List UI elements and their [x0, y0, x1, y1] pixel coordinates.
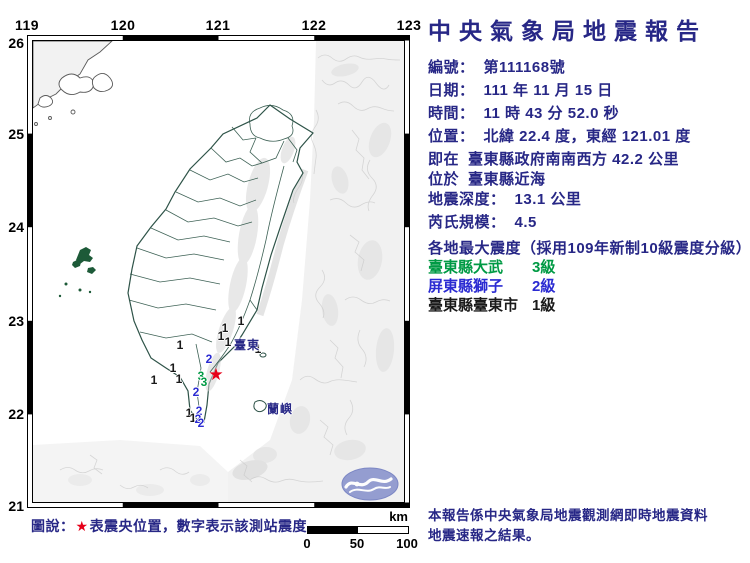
report-field-row: 芮氏規模： 4.5 — [428, 212, 746, 235]
field-value: 第111168號 — [483, 59, 566, 76]
x-axis-tick-label: 119 — [14, 17, 40, 33]
field-value: 4.5 — [514, 214, 537, 231]
station-intensity-marker: 1 — [217, 329, 225, 343]
mountain-shading — [205, 136, 296, 392]
station-intensity-marker: 1 — [175, 372, 183, 386]
intensity-row: 臺東縣臺東市 1級 — [428, 297, 728, 316]
legend-text: 表震央位置，數字表示該測站震度 — [89, 518, 308, 534]
field-label: 編號： — [428, 59, 475, 76]
field-value: 北緯 22.4 度，東經 121.01 度 — [483, 128, 691, 145]
note-line-2: 地震速報之結果。 — [428, 528, 540, 543]
station-intensity-marker: 2 — [197, 416, 205, 430]
scale-bar-filled — [308, 527, 358, 533]
seafloor-shading — [38, 42, 395, 496]
field-value: 臺東縣政府南南西方 42.2 公里 — [468, 151, 680, 168]
report-field-row: 位於 臺東縣近海 — [428, 169, 746, 189]
station-intensity-marker: 1 — [169, 361, 177, 375]
mainland-coast — [33, 41, 113, 126]
place-label: 臺東 — [234, 338, 261, 352]
y-axis-tick-label: 24 — [8, 219, 24, 235]
field-label: 日期： — [428, 82, 475, 99]
pacific-bathymetry — [228, 41, 404, 502]
station-intensity-marker: 1 — [150, 373, 158, 387]
intensity-location: 臺東縣大武 — [428, 259, 504, 276]
field-value: 13.1 公里 — [514, 191, 582, 208]
intensity-row: 臺東縣大武 3級 — [428, 259, 728, 278]
intensity-value: 1級 — [532, 297, 556, 314]
x-axis-tick-label: 123 — [396, 17, 422, 33]
station-intensity-marker: 1 — [221, 321, 229, 335]
taiwan-map — [27, 35, 410, 508]
y-axis-tick-label: 23 — [8, 313, 24, 329]
field-label: 芮氏規模： — [428, 214, 506, 231]
intensity-value: 3級 — [532, 259, 556, 276]
offshore-slope — [256, 168, 309, 317]
map-panel: 119 120 121 122 123 26 25 24 23 22 21 1 1 1 1 1 1 1 1 1 1 1 2 2… — [8, 17, 422, 551]
note-line-1: 本報告係中央氣象局地震觀測網即時地震資料 — [428, 508, 708, 523]
report-note: 本報告係中央氣象局地震觀測網即時地震資料 地震速報之結果。 — [428, 506, 708, 546]
max-intensity-heading: 各地最大震度（採用109年新制10級震度分級） — [428, 240, 750, 257]
page-title: 中央氣象局地震報告 — [428, 18, 707, 44]
map-legend: 圖說：★表震央位置，數字表示該測站震度 — [31, 516, 307, 536]
report-fields: 編號： 第111168號 日期： 111 年 11 月 15 日時間： 11 時 43 … — [428, 57, 746, 235]
field-value: 臺東縣近海 — [468, 171, 546, 188]
field-label: 位於 — [428, 171, 460, 188]
cwb-logo-icon — [341, 467, 399, 501]
station-intensity-marker: 3 — [200, 375, 208, 389]
epicenter-star-icon: ★ — [75, 518, 89, 534]
epicenter-star-icon: ★ — [208, 364, 224, 384]
intensity-value: 2級 — [532, 278, 556, 295]
x-axis-tick-label: 120 — [110, 17, 136, 33]
field-label: 即在 — [428, 151, 460, 168]
scale-unit-label: km — [389, 509, 408, 524]
station-intensity-marker: 2 — [205, 352, 213, 366]
station-intensity-marker: 1 — [176, 338, 184, 352]
report-field-row: 即在 臺東縣政府南南西方 42.2 公里 — [428, 149, 746, 169]
place-label: 蘭嶼 — [267, 402, 294, 416]
y-axis-tick-label: 21 — [8, 498, 24, 514]
field-value: 111 年 11 月 15 日 — [483, 82, 613, 99]
intensity-location: 臺東縣臺東市 — [428, 297, 519, 314]
legend-prefix: 圖說： — [31, 518, 75, 534]
x-axis-tick-label: 121 — [205, 17, 231, 33]
field-label: 位置： — [428, 128, 475, 145]
report-field-row: 地震深度： 13.1 公里 — [428, 189, 746, 212]
station-intensity-marker: 1 — [189, 411, 197, 425]
x-axis-tick-label: 122 — [301, 17, 327, 33]
report-field-row: 編號： 第111168號 — [428, 57, 746, 80]
penghu-islands — [58, 247, 96, 298]
report-field-row: 日期： 111 年 11 月 15 日 — [428, 80, 746, 103]
intensity-location: 屏東縣獅子 — [428, 278, 504, 295]
county-boundaries — [128, 105, 298, 415]
report-field-row: 位置： 北緯 22.4 度，東經 121.01 度 — [428, 126, 746, 149]
report-panel: 中央氣象局地震報告 編號： 第111168號 日期： 111 年 11 月 15 日時… — [424, 0, 750, 563]
intensity-row: 屏東縣獅子 2級 — [428, 278, 728, 297]
station-intensity-marker: 1 — [254, 342, 262, 356]
strait-bathymetry — [33, 440, 228, 502]
y-axis-tick-label: 22 — [8, 406, 24, 422]
intensity-list: 臺東縣大武 3級屏東縣獅子 2級 臺東縣臺東市 1級 — [428, 259, 728, 316]
station-intensity-marker: 1 — [185, 406, 193, 420]
station-intensity-marker: 1 — [224, 335, 232, 349]
station-intensity-marker: 2 — [194, 412, 202, 426]
y-axis-tick-label: 25 — [8, 126, 24, 142]
scale-tick-label: 0 — [303, 536, 311, 551]
field-label: 時間： — [428, 105, 475, 122]
station-intensity-marker: 2 — [192, 385, 200, 399]
y-axis-tick-label: 26 — [8, 35, 24, 51]
scale-tick-label: 50 — [349, 536, 365, 551]
report-field-row: 時間： 11 時 43 分 52.0 秒 — [428, 103, 746, 126]
station-intensity-marker: 1 — [237, 314, 245, 328]
map-frame — [27, 35, 410, 508]
field-value: 11 時 43 分 52.0 秒 — [483, 105, 620, 122]
orchid-island — [253, 400, 267, 413]
scale-tick-label: 100 — [396, 536, 418, 551]
station-intensity-marker: 2 — [195, 404, 203, 418]
station-intensity-marker: 3 — [197, 369, 205, 383]
scale-bar — [307, 526, 409, 534]
field-label: 地震深度： — [428, 191, 506, 208]
green-island — [259, 352, 267, 358]
